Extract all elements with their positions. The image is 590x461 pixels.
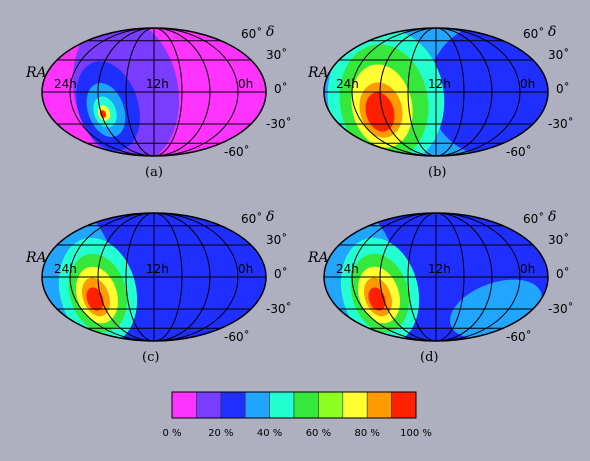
dec-minus30-label: -30˚ — [548, 301, 574, 316]
ra-axis-label: RA — [25, 65, 47, 81]
dec-60-label: 60˚ — [241, 26, 262, 41]
ra-0h-label: 0h — [520, 262, 535, 276]
map-outline — [323, 27, 549, 157]
colorbar-swatch — [220, 391, 246, 419]
colorbar-swatch — [366, 391, 392, 419]
ra-24h-label: 24h — [336, 77, 359, 91]
ra-0h-label: 0h — [238, 77, 253, 91]
dec-axis-symbol: δ — [548, 209, 556, 225]
panel-caption: (c) — [142, 350, 159, 365]
colorbar-swatch — [244, 391, 270, 419]
colorbar-tick-label: 100 % — [400, 428, 432, 439]
ra-0h-label: 0h — [238, 262, 253, 276]
colorbar-tick-label: 80 % — [354, 428, 379, 439]
dec-60-label: 60˚ — [241, 211, 262, 226]
colorbar-swatch — [269, 391, 295, 419]
contour-100pct — [365, 92, 395, 132]
dec-60-label: 60˚ — [523, 211, 544, 226]
colorbar-swatch — [293, 391, 319, 419]
dec-60-label: 60˚ — [523, 26, 544, 41]
dec-0-label: 0˚ — [556, 81, 570, 96]
dec-minus60-label: -60˚ — [224, 144, 250, 159]
ra-axis-label: RA — [307, 250, 329, 266]
colorbar: 0 % 20 % 40 % 60 % 80 % 100 % — [162, 391, 432, 439]
dec-minus60-label: -60˚ — [506, 329, 532, 344]
dec-minus60-label: -60˚ — [224, 329, 250, 344]
panel-caption: (b) — [428, 165, 446, 180]
dec-minus30-label: -30˚ — [266, 301, 292, 316]
ra-0h-label: 0h — [520, 77, 535, 91]
ra-24h-label: 24h — [54, 77, 77, 91]
colorbar-tick-label: 40 % — [257, 428, 282, 439]
dec-30-label: 30˚ — [548, 47, 569, 62]
colorbar-tick-label: 60 % — [306, 428, 331, 439]
dec-minus30-label: -30˚ — [266, 116, 292, 131]
ra-24h-label: 24h — [54, 262, 77, 276]
dec-0-label: 0˚ — [556, 266, 570, 281]
colorbar-tick-label: 20 % — [208, 428, 233, 439]
panel-caption: (a) — [145, 165, 163, 180]
ra-12h-label: 12h — [146, 262, 169, 276]
map-outline — [41, 212, 267, 342]
panel-d: RA 24h 12h 0h 60˚ δ 30˚ 0˚ -30˚ -60˚ (d) — [307, 209, 574, 365]
dec-0-label: 0˚ — [274, 266, 288, 281]
ra-12h-label: 12h — [428, 77, 451, 91]
dec-30-label: 30˚ — [266, 232, 287, 247]
dec-minus60-label: -60˚ — [506, 144, 532, 159]
dec-30-label: 30˚ — [266, 47, 287, 62]
colorbar-swatch — [342, 391, 368, 419]
dec-0-label: 0˚ — [274, 81, 288, 96]
ra-axis-label: RA — [25, 250, 47, 266]
dec-axis-symbol: δ — [266, 209, 274, 225]
map-outline — [41, 27, 267, 157]
ra-12h-label: 12h — [428, 262, 451, 276]
dec-axis-symbol: δ — [548, 24, 556, 40]
dec-axis-symbol: δ — [266, 24, 274, 40]
panel-a: RA 24h 12h 0h 60˚ δ 30˚ 0˚ -30˚ -60˚ (a) — [25, 24, 292, 180]
map-outline — [323, 212, 549, 342]
panel-c: RA 24h 12h 0h 60˚ δ 30˚ 0˚ -30˚ -60˚ (c) — [25, 209, 292, 365]
colorbar-swatch — [171, 391, 197, 419]
colorbar-swatch — [391, 391, 417, 419]
ra-12h-label: 12h — [146, 77, 169, 91]
panel-b: RA 24h 12h 0h 60˚ δ 30˚ 0˚ -30˚ -60˚ (b) — [307, 24, 574, 180]
colorbar-swatch — [196, 391, 222, 419]
colorbar-tick-label: 0 % — [162, 428, 181, 439]
dec-30-label: 30˚ — [548, 232, 569, 247]
panel-caption: (d) — [420, 350, 438, 365]
ra-24h-label: 24h — [336, 262, 359, 276]
ra-axis-label: RA — [307, 65, 329, 81]
dec-minus30-label: -30˚ — [548, 116, 574, 131]
colorbar-frame — [171, 391, 417, 419]
colorbar-swatch — [318, 391, 344, 419]
